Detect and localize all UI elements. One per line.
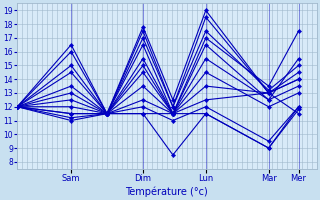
X-axis label: Température (°c): Température (°c) bbox=[125, 186, 208, 197]
